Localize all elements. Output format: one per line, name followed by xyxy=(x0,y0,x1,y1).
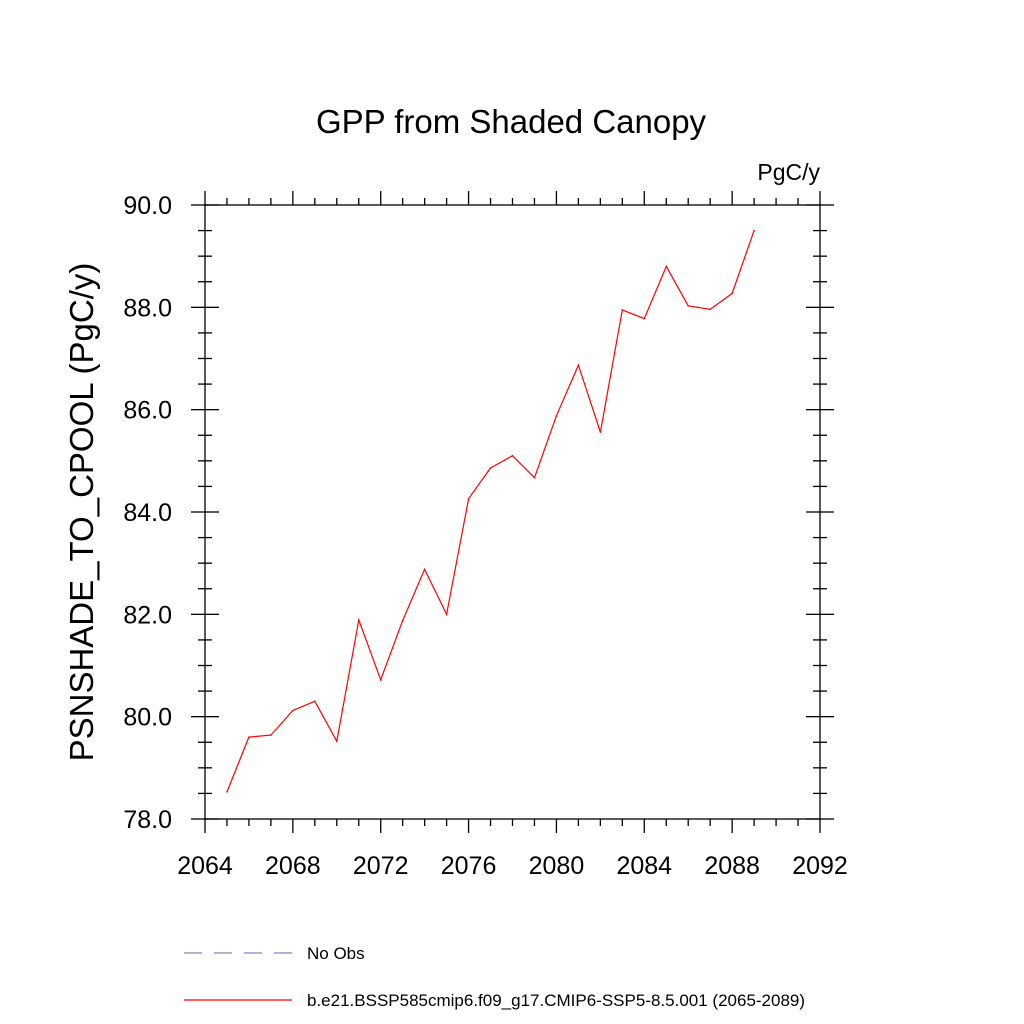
legend: No Obs b.e21.BSSP585cmip6.f09_g17.CMIP6-… xyxy=(184,944,805,1010)
chart-title: GPP from Shaded Canopy xyxy=(316,103,707,140)
axis-ticks xyxy=(191,191,834,833)
y-tick-label: 84.0 xyxy=(123,499,172,527)
legend-item-no-obs: No Obs xyxy=(184,944,365,963)
x-tick-label: 2068 xyxy=(265,852,321,880)
data-point xyxy=(753,229,755,232)
data-point xyxy=(709,308,711,311)
series-line-0 xyxy=(226,230,755,793)
data-point xyxy=(445,613,448,616)
legend-label-model-run: b.e21.BSSP585cmip6.f09_g17.CMIP6-SSP5-8.… xyxy=(307,991,805,1010)
data-point xyxy=(357,619,360,621)
units-label: PgC/y xyxy=(757,159,820,185)
data-point xyxy=(248,736,250,738)
x-tick-label: 2084 xyxy=(616,852,672,880)
data-point xyxy=(577,364,580,366)
y-tick-label: 80.0 xyxy=(123,704,172,732)
y-tick-label: 90.0 xyxy=(123,192,172,220)
x-tick-label: 2072 xyxy=(353,852,409,880)
data-point xyxy=(292,709,294,712)
x-tick-label: 2088 xyxy=(704,852,760,880)
data-point xyxy=(270,734,272,736)
legend-item-model-run: b.e21.BSSP585cmip6.f09_g17.CMIP6-SSP5-8.… xyxy=(184,991,805,1010)
x-tick-label: 2064 xyxy=(177,852,233,880)
y-tick-labels: 78.0 80.0 82.0 84.0 86.0 88.0 90.0 xyxy=(123,192,172,834)
data-point xyxy=(687,304,690,307)
y-tick-label: 82.0 xyxy=(123,601,172,629)
data-point xyxy=(599,431,602,433)
data-point xyxy=(314,700,316,703)
y-tick-label: 86.0 xyxy=(123,397,172,425)
x-tick-label: 2076 xyxy=(441,852,497,880)
y-tick-label: 78.0 xyxy=(123,806,172,834)
data-point xyxy=(401,619,404,622)
x-tick-labels: 2064 2068 2072 2076 2080 2084 2088 2092 xyxy=(177,852,848,880)
data-point xyxy=(335,740,338,743)
y-tick-label: 88.0 xyxy=(123,294,172,322)
data-point xyxy=(511,454,514,457)
data-point xyxy=(533,476,536,479)
data-point xyxy=(643,317,646,320)
y-axis-label: PSNSHADE_TO_CPOOL (PgC/y) xyxy=(63,263,100,762)
data-point xyxy=(489,467,492,469)
x-tick-label: 2092 xyxy=(792,852,848,880)
data-point xyxy=(379,679,382,681)
data-point xyxy=(423,568,426,571)
data-point xyxy=(555,415,558,417)
data-point xyxy=(467,497,470,500)
data-point xyxy=(226,791,228,793)
series-lines xyxy=(226,229,755,793)
data-point xyxy=(731,292,733,295)
data-point xyxy=(621,309,624,311)
data-point xyxy=(665,265,668,268)
x-tick-label: 2080 xyxy=(529,852,585,880)
legend-label-no-obs: No Obs xyxy=(307,944,365,963)
